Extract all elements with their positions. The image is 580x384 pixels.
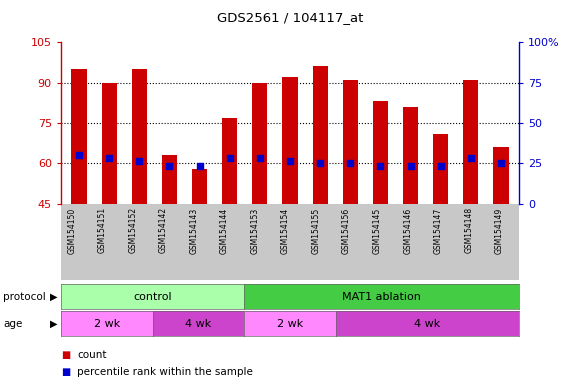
Bar [102,83,117,204]
Bar [162,155,177,204]
Point [496,160,506,166]
Text: GSM154146: GSM154146 [403,207,412,253]
Text: GSM154145: GSM154145 [372,207,382,253]
Bar [252,83,267,204]
Bar [403,107,418,204]
Text: count: count [77,350,107,360]
Text: GDS2561 / 104117_at: GDS2561 / 104117_at [217,11,363,24]
Text: 2 wk: 2 wk [93,318,120,329]
Point [104,155,114,161]
Bar [343,80,358,204]
Bar [463,80,478,204]
Text: GSM154148: GSM154148 [464,207,473,253]
Text: GSM154142: GSM154142 [159,207,168,253]
Point [466,155,476,161]
Text: ▶: ▶ [50,318,57,329]
Point [316,160,325,166]
Text: age: age [3,318,22,329]
Bar [494,147,509,204]
Bar [71,69,86,204]
Text: percentile rank within the sample: percentile rank within the sample [77,367,253,377]
Point [406,163,415,169]
Text: GSM154150: GSM154150 [67,207,76,253]
Point [135,157,144,164]
Text: GSM154153: GSM154153 [251,207,259,253]
Point [225,155,234,161]
Text: GSM154155: GSM154155 [311,207,321,253]
Bar [373,101,388,204]
Bar [282,77,298,204]
Point [195,163,204,169]
Text: control: control [133,291,172,302]
Point [74,152,84,158]
Point [255,155,264,161]
Text: GSM154144: GSM154144 [220,207,229,253]
Bar [132,69,147,204]
Bar [222,118,237,204]
Text: GSM154143: GSM154143 [189,207,198,253]
Text: ■: ■ [61,367,70,377]
Bar [433,134,448,204]
Text: protocol: protocol [3,291,46,302]
Text: 4 wk: 4 wk [185,318,212,329]
Text: GSM154151: GSM154151 [97,207,107,253]
Text: 2 wk: 2 wk [277,318,303,329]
Point [346,160,355,166]
Point [165,163,174,169]
Text: ■: ■ [61,350,70,360]
Point [285,157,295,164]
Text: GSM154154: GSM154154 [281,207,290,253]
Point [376,163,385,169]
Bar [192,169,207,204]
Text: GSM154147: GSM154147 [434,207,443,253]
Text: GSM154156: GSM154156 [342,207,351,253]
Text: GSM154149: GSM154149 [495,207,504,253]
Text: ▶: ▶ [50,291,57,302]
Point [436,163,445,169]
Text: GSM154152: GSM154152 [128,207,137,253]
Text: MAT1 ablation: MAT1 ablation [342,291,421,302]
Text: 4 wk: 4 wk [414,318,441,329]
Bar [313,66,328,204]
